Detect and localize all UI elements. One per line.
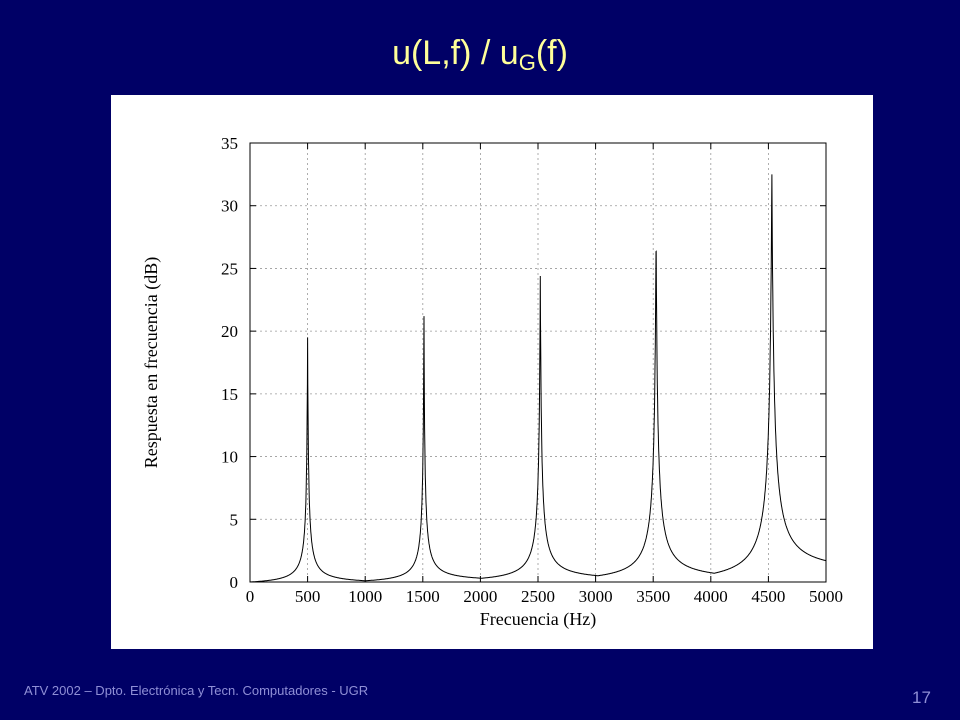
footer-text: ATV 2002 – Dpto. Electrónica y Tecn. Com… (24, 683, 369, 698)
chart-panel: 0 500 1000 1500 2000 2500 3000 3500 4000 4500 5000… (111, 95, 873, 649)
slide-title: u(L,f) / uG(f) (0, 34, 960, 76)
x-tick-label: 3000 (579, 587, 613, 606)
title-subscript: G (518, 50, 536, 75)
x-tick-labels: 0 500 1000 1500 2000 2500 3000 3500 4000 4500 5000 (246, 587, 843, 606)
x-tick-label: 1500 (406, 587, 440, 606)
y-tick-label: 35 (221, 134, 238, 153)
x-tick-label: 2000 (463, 587, 497, 606)
response-curve (250, 174, 827, 583)
x-tick-label: 1000 (348, 587, 382, 606)
y-axis-label: Respuesta en frecuencia (dB) (141, 257, 162, 468)
y-tick-label: 20 (221, 322, 238, 341)
x-tick-label: 4000 (694, 587, 728, 606)
x-tick-label: 2500 (521, 587, 555, 606)
y-tick-labels: 0 5 10 15 20 25 30 35 (221, 134, 238, 592)
x-axis-label: Frecuencia (Hz) (480, 609, 596, 630)
x-tick-label: 500 (295, 587, 321, 606)
title-end: (f) (535, 34, 568, 72)
x-tick-label: 0 (246, 587, 255, 606)
y-tick-label: 15 (221, 385, 238, 404)
x-tick-label: 4500 (751, 587, 785, 606)
y-tick-label: 30 (221, 197, 238, 216)
title-main: u(L,f) / u (392, 34, 519, 72)
frequency-response-chart: 0 500 1000 1500 2000 2500 3000 3500 4000 4500 5000… (141, 134, 843, 630)
x-tick-label: 5000 (809, 587, 843, 606)
page-number: 17 (912, 688, 931, 707)
y-tick-label: 5 (230, 510, 239, 529)
y-tick-label: 10 (221, 448, 238, 467)
x-tick-label: 3500 (636, 587, 670, 606)
grid-lines (250, 143, 826, 582)
y-tick-label: 0 (230, 573, 239, 592)
y-tick-label: 25 (221, 259, 238, 278)
